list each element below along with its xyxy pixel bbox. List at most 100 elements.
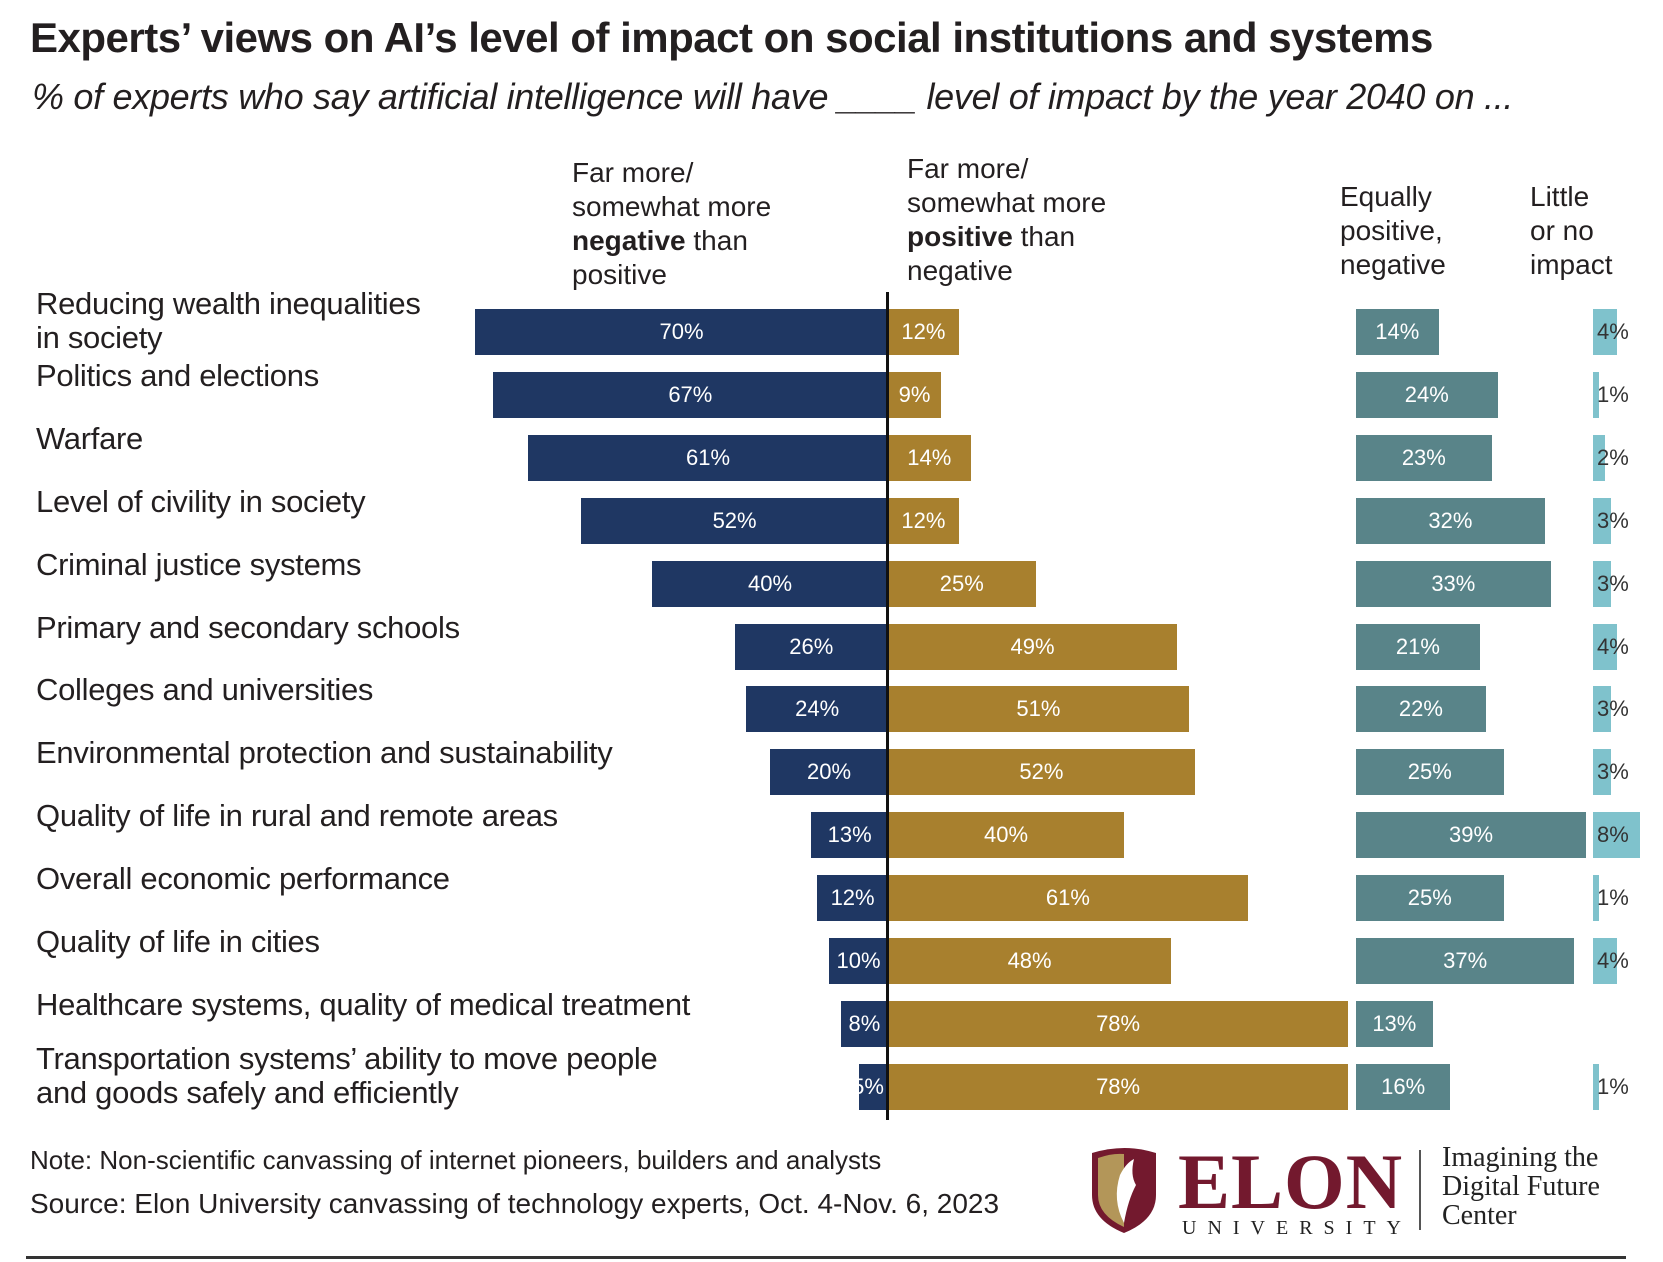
bar-little xyxy=(1593,371,1599,418)
header-emphasis: negative xyxy=(572,225,686,256)
row-label-line: Politics and elections xyxy=(36,357,319,393)
bar-label-equal: 22% xyxy=(1398,696,1443,722)
bar-label-positive: 49% xyxy=(1010,633,1055,659)
bar-label-equal: 33% xyxy=(1431,570,1476,596)
row-label-line: Quality of life in rural and remote area… xyxy=(36,798,558,834)
chart-subtitle: % of experts who say artificial intellig… xyxy=(32,76,1514,117)
header-negative: Far more/ somewhat more negative than po… xyxy=(572,156,771,292)
bar-label-negative: 13% xyxy=(827,822,872,848)
bar-label-equal: 13% xyxy=(1372,1010,1417,1036)
bar-label-negative: 26% xyxy=(789,633,834,659)
logo-divider xyxy=(1419,1150,1421,1230)
row-label-line: Colleges and universities xyxy=(36,672,374,708)
header-line: Little xyxy=(1530,181,1590,212)
bar-label-positive: 51% xyxy=(1016,696,1061,722)
bar-negative xyxy=(746,686,888,733)
bar-label-little: 2% xyxy=(1597,444,1629,470)
bar-positive xyxy=(888,686,1189,733)
row-label: Politics and elections xyxy=(36,357,319,393)
bar-little xyxy=(1593,497,1611,544)
header-line: somewhat more xyxy=(907,187,1107,218)
bar-label-negative: 52% xyxy=(712,507,757,533)
bar-positive xyxy=(888,938,1172,984)
elon-shield-icon xyxy=(1092,1148,1156,1233)
bar-positive xyxy=(888,497,959,544)
row-label: Warfare xyxy=(36,420,143,456)
bar-little xyxy=(1593,434,1605,481)
header-line: negative xyxy=(907,255,1013,286)
bar-little xyxy=(1593,309,1617,355)
header-line: negative xyxy=(1340,249,1446,280)
header-line: impact xyxy=(1530,249,1613,280)
bar-equal xyxy=(1356,938,1575,984)
bar-equal xyxy=(1356,1000,1433,1047)
footer-source: Source: Elon University canvassing of te… xyxy=(30,1188,1000,1219)
row-label-line: in society xyxy=(36,320,163,355)
bar-negative xyxy=(840,1000,888,1047)
row-label-line: Criminal justice systems xyxy=(36,546,362,582)
footer-note: Note: Non-scientific canvassing of inter… xyxy=(30,1145,882,1175)
row-label-line: Primary and secondary schools xyxy=(36,609,460,645)
bar-little xyxy=(1593,938,1617,984)
bar-positive xyxy=(888,1063,1349,1110)
bar-negative xyxy=(475,309,888,355)
bar-positive xyxy=(888,371,942,418)
bar-equal xyxy=(1356,434,1492,481)
bar-label-positive: 12% xyxy=(901,507,946,533)
bar-label-little: 8% xyxy=(1597,822,1629,848)
bar-label-positive: 61% xyxy=(1045,885,1090,911)
bar-positive xyxy=(888,560,1036,607)
row-label-line: Quality of life in cities xyxy=(36,924,320,959)
bar-little xyxy=(1593,1063,1599,1110)
row-label: Environmental protection and sustainabil… xyxy=(36,736,613,770)
row-label-line: Warfare xyxy=(36,420,143,456)
bar-little xyxy=(1593,623,1617,670)
bar-negative xyxy=(858,1063,888,1110)
bar-label-equal: 23% xyxy=(1401,444,1446,470)
elon-logo: ELON UNIVERSITY Imagining the Digital Fu… xyxy=(1090,1138,1630,1240)
bar-negative xyxy=(652,560,888,607)
header-line: positive, xyxy=(1340,215,1443,246)
bar-equal xyxy=(1356,875,1504,922)
header-little: Little or no impact xyxy=(1530,180,1612,282)
bar-label-positive: 12% xyxy=(901,319,946,344)
bar-label-negative: 10% xyxy=(836,948,881,973)
bar-negative xyxy=(817,875,888,922)
bar-label-little: 1% xyxy=(1597,1073,1629,1099)
logo-sub: UNIVERSITY xyxy=(1182,1217,1412,1239)
row-label: Overall economic performance xyxy=(36,862,450,896)
row-label-line: Transportation systems’ ability to move … xyxy=(36,1040,658,1076)
bottom-rule xyxy=(26,1256,1626,1259)
bar-positive xyxy=(888,623,1178,670)
bar-equal xyxy=(1356,749,1504,796)
bar-label-equal: 25% xyxy=(1407,885,1452,911)
bar-little xyxy=(1593,812,1641,859)
zero-axis-line xyxy=(886,292,889,1120)
bar-negative xyxy=(492,371,888,418)
bar-positive xyxy=(888,434,971,481)
header-line: Far more/ xyxy=(572,157,694,188)
bar-label-equal: 14% xyxy=(1375,319,1420,344)
bar-label-little: 4% xyxy=(1597,633,1629,659)
bar-positive xyxy=(888,875,1248,922)
bar-equal xyxy=(1356,623,1480,670)
bar-equal xyxy=(1356,309,1439,355)
bar-positive xyxy=(888,812,1124,859)
bar-equal xyxy=(1356,812,1587,859)
bar-label-positive: 78% xyxy=(1096,1010,1141,1036)
bar-negative xyxy=(528,434,888,481)
row-label: Primary and secondary schools xyxy=(36,609,460,645)
logo-wordmark: ELON xyxy=(1178,1138,1404,1225)
bar-label-negative: 40% xyxy=(747,570,793,596)
logo-center-line: Imagining the xyxy=(1442,1142,1599,1173)
header-line: than xyxy=(1012,221,1076,252)
bar-negative xyxy=(829,938,888,984)
bar-positive xyxy=(888,749,1195,796)
bar-label-little: 3% xyxy=(1597,507,1629,533)
bar-label-equal: 24% xyxy=(1404,381,1449,407)
logo-center-name: Imagining the Digital Future Center xyxy=(1442,1143,1600,1230)
bar-equal xyxy=(1356,1063,1451,1110)
row-label: Colleges and universities xyxy=(36,673,373,707)
bar-positive xyxy=(888,309,959,355)
